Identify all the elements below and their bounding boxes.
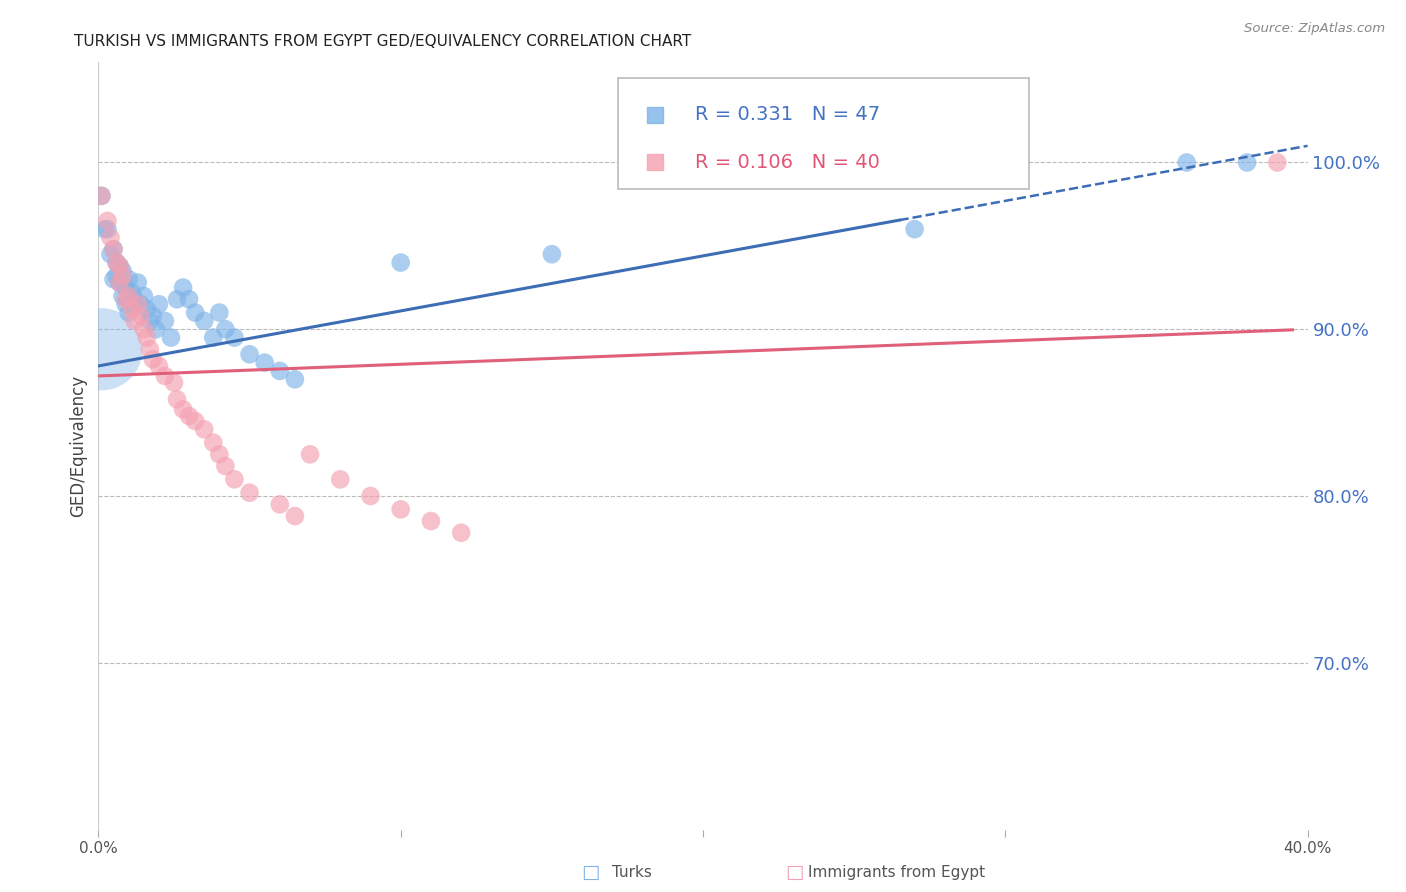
Text: R = 0.331   N = 47: R = 0.331 N = 47 [695,105,880,124]
Point [389,255,412,269]
Point [111,289,134,303]
Point [132,322,155,336]
Point [172,280,194,294]
Point [105,255,128,269]
Point [129,309,152,323]
Point [108,276,131,290]
Point [90,189,112,203]
Text: R = 0.106   N = 40: R = 0.106 N = 40 [695,153,879,172]
Point [118,292,141,306]
Point [1236,155,1258,169]
Point [389,502,412,516]
Point [166,292,188,306]
Point [184,305,207,319]
Point [214,322,236,336]
Point [90,189,112,203]
Point [208,447,231,461]
Point [202,330,225,344]
Point [179,292,201,306]
Point [224,472,246,486]
Point [103,272,125,286]
Point [96,214,118,228]
Point [239,347,262,361]
Point [96,222,118,236]
Point [100,230,122,244]
Point [269,364,291,378]
Point [118,289,141,303]
Point [105,268,128,283]
Point [124,292,146,306]
Point [127,297,149,311]
Point [269,497,291,511]
Point [214,458,236,473]
FancyBboxPatch shape [619,78,1029,189]
Point [118,272,141,286]
Point [118,305,141,319]
Point [163,376,186,390]
Point [208,305,231,319]
Point [148,297,170,311]
Point [904,222,927,236]
Point [108,259,131,273]
Text: Immigrants from Egypt: Immigrants from Egypt [808,865,986,880]
Point [145,322,167,336]
Point [166,392,188,407]
Point [360,489,382,503]
Point [284,372,307,386]
Point [114,292,136,306]
Point [1267,155,1289,169]
Point [93,222,115,236]
Point [132,289,155,303]
Point [114,297,136,311]
Point [450,525,472,540]
Point [153,314,176,328]
Point [253,356,276,370]
Point [139,314,162,328]
Text: Source: ZipAtlas.com: Source: ZipAtlas.com [1244,22,1385,36]
Text: TURKISH VS IMMIGRANTS FROM EGYPT GED/EQUIVALENCY CORRELATION CHART: TURKISH VS IMMIGRANTS FROM EGYPT GED/EQU… [75,34,692,49]
Point [108,276,131,290]
Point [193,422,215,436]
Point [193,314,215,328]
Point [224,330,246,344]
Point [299,447,322,461]
Point [105,255,128,269]
Point [148,359,170,373]
Point [121,285,143,300]
Text: Turks: Turks [612,865,651,880]
Point [121,302,143,317]
Point [103,242,125,256]
Point [100,247,122,261]
Point [111,264,134,278]
Point [239,485,262,500]
Point [127,276,149,290]
Point [1175,155,1198,169]
Point [139,343,162,357]
Point [420,514,443,528]
Point [124,314,146,328]
Point [179,409,201,423]
Point [172,402,194,417]
Point [129,297,152,311]
Point [103,242,125,256]
Text: □: □ [785,863,804,882]
Point [153,368,176,383]
Point [329,472,352,486]
Point [540,247,562,261]
Point [108,259,131,273]
Point [142,352,165,367]
Point [160,330,183,344]
Point [142,309,165,323]
Y-axis label: GED/Equivalency: GED/Equivalency [69,375,87,517]
Point [90,343,112,357]
Point [284,509,307,524]
Text: □: □ [581,863,600,882]
Point [111,268,134,283]
Point [114,280,136,294]
Point [135,330,157,344]
Point [135,302,157,317]
Point [202,435,225,450]
Point [184,414,207,428]
